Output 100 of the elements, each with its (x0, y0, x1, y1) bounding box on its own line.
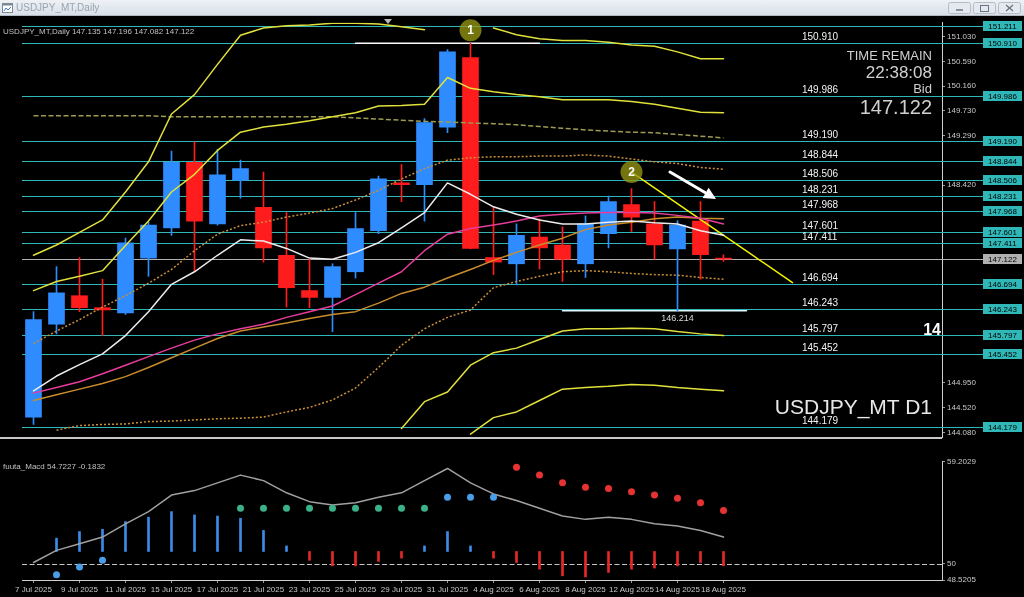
point (53, 571, 60, 579)
x-tick-label: 23 Jul 2025 (288, 585, 331, 594)
text: 146.694 (988, 279, 1017, 289)
point (720, 507, 727, 515)
x-tick-label: 18 Aug 2025 (701, 585, 747, 594)
x-tick-label: 8 Aug 2025 (565, 585, 607, 594)
bar (607, 551, 610, 573)
ref-line-label: 147.601 (802, 219, 839, 231)
bar (630, 551, 633, 570)
text: 150.910 (988, 38, 1017, 48)
text: 149.986 (988, 91, 1017, 101)
bar (676, 551, 679, 567)
point (582, 483, 589, 491)
bar (193, 514, 196, 552)
ref-line-label: 147.411 (802, 230, 838, 242)
x-tick-label: 25 Jul 2025 (334, 585, 377, 594)
point (605, 484, 612, 492)
bar (377, 551, 380, 562)
text: 148.844 (988, 156, 1017, 166)
bar (124, 521, 127, 552)
point (490, 493, 497, 501)
bar (653, 551, 656, 569)
y-tick-label: 144.950 (947, 378, 977, 388)
ref-line-label: 145.797 (802, 322, 839, 334)
y-tick-label: 148.420 (947, 180, 977, 190)
text: 145.452 (988, 349, 1017, 359)
y-tick-label: 150.160 (947, 81, 977, 91)
line-series (55, 269, 725, 431)
x-tick-label: 15 Jul 2025 (150, 585, 193, 594)
point (329, 504, 336, 512)
text: 148.231 (988, 191, 1017, 201)
chart-title: USDJPY_MT,Daily (16, 1, 100, 14)
ref-line-label: 145.452 (802, 341, 839, 353)
text: 148.506 (988, 175, 1017, 185)
x-tick-label: 14 Aug 2025 (655, 585, 701, 594)
bar (239, 517, 242, 552)
point (99, 556, 106, 564)
x-tick-label: 6 Aug 2025 (519, 585, 561, 594)
point (559, 479, 566, 487)
bar (469, 545, 472, 552)
ref-line-label: 150.910 (802, 30, 839, 42)
point (375, 504, 382, 512)
ref-line-label: 147.968 (802, 198, 839, 210)
y-tick-label: 144.080 (947, 427, 977, 437)
bar (423, 545, 426, 552)
annotation: 14 (923, 321, 942, 339)
bar (400, 551, 403, 559)
ref-line-label: 146.694 (802, 271, 839, 283)
ref-line-label: 149.986 (802, 83, 839, 95)
x-tick-label: 11 Jul 2025 (105, 585, 147, 594)
y-tick-label: 151.030 (947, 31, 977, 41)
point (628, 488, 635, 496)
text: 149.190 (988, 136, 1017, 146)
point (444, 493, 451, 501)
chart-title: fuuta_Macd 54.7227 -0.1832 (3, 462, 106, 471)
text: USDJPY_MT,Daily 147.135 147.196 147.082 147.122 (3, 27, 195, 36)
y-tick-label: 144.520 (947, 402, 977, 412)
y-tick-label: 149.290 (947, 130, 977, 140)
text: 144.179 (988, 422, 1017, 432)
bar (584, 551, 587, 578)
annotation: 22:38:08 (865, 62, 932, 82)
point (513, 463, 520, 471)
bar (262, 530, 265, 552)
bar (170, 511, 173, 552)
bar (354, 551, 357, 567)
text: 145.797 (988, 330, 1017, 340)
text: 147.411 (988, 238, 1017, 248)
bar (515, 551, 518, 563)
line-series (32, 154, 725, 345)
bar (216, 515, 219, 552)
y-tick-label: 59.2029 (947, 457, 977, 466)
point (674, 494, 681, 502)
annotation: 146.214 (661, 312, 694, 323)
y-tick-label: 149.730 (947, 105, 977, 115)
ref-line-label: 151.211 (988, 21, 1018, 31)
ref-line-label: 147.122 (988, 254, 1018, 264)
point (421, 504, 428, 512)
bar (331, 551, 334, 567)
annotation: TIME REMAIN (846, 47, 932, 63)
annotation: Bid (913, 80, 932, 96)
annotation: 147.122 (859, 95, 932, 118)
point (536, 471, 543, 479)
annotation: 1 (467, 23, 475, 38)
bar (446, 531, 449, 552)
x-tick-label: 7 Jul 2025 (15, 585, 53, 594)
ref-line-label: 146.243 (802, 296, 839, 308)
text: 147.968 (988, 206, 1017, 216)
point (467, 493, 474, 501)
y-tick-label: 150.590 (947, 56, 977, 66)
point (260, 504, 267, 512)
x-tick-label: 21 Jul 2025 (242, 585, 285, 594)
text: 147.601 (988, 227, 1017, 237)
text: 146.243 (988, 304, 1017, 314)
x-tick-label: 17 Jul 2025 (196, 585, 239, 594)
bar (538, 551, 541, 570)
point (283, 504, 290, 512)
line-series (32, 114, 725, 139)
ref-line-label: 148.844 (802, 148, 839, 160)
point (398, 504, 405, 512)
bar (492, 551, 495, 559)
